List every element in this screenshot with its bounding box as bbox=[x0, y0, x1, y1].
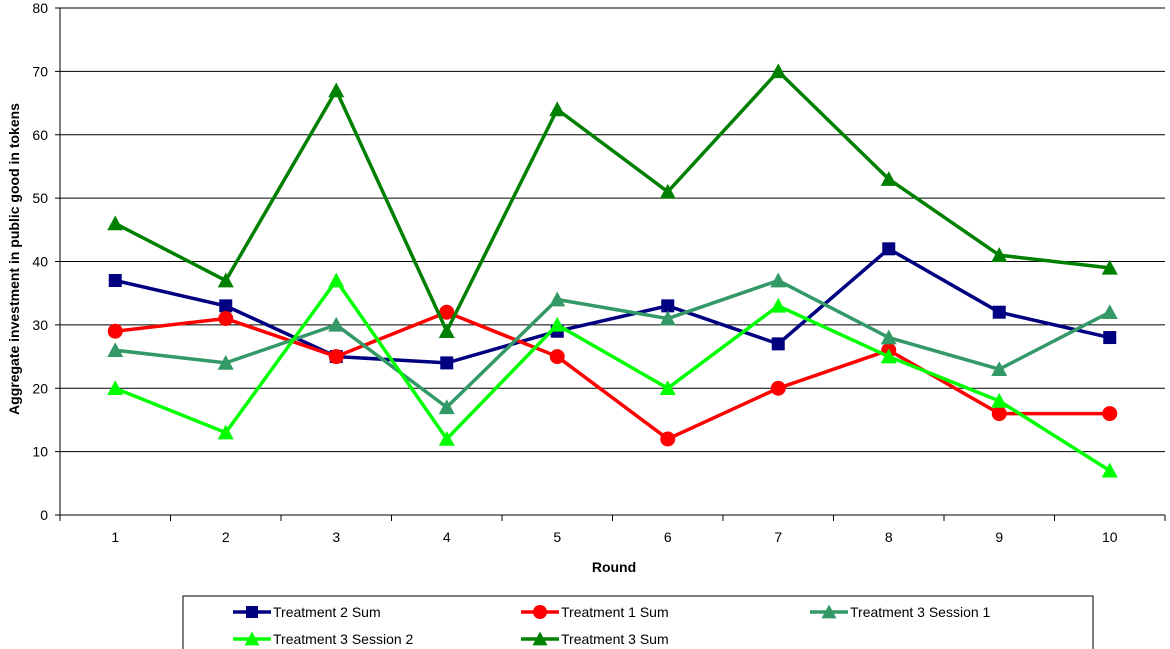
x-tick-label: 9 bbox=[995, 529, 1003, 545]
data-point bbox=[661, 299, 675, 313]
gridlines bbox=[60, 7, 1165, 453]
x-tick-label: 7 bbox=[774, 529, 782, 545]
data-point bbox=[1101, 462, 1118, 478]
data-point bbox=[991, 361, 1008, 377]
legend-frame bbox=[182, 595, 1094, 649]
x-tick-label: 6 bbox=[664, 529, 672, 545]
data-point bbox=[770, 63, 787, 79]
legend-label: Treatment 3 Session 2 bbox=[273, 631, 414, 647]
legend-item: Treatment 2 Sum bbox=[233, 604, 381, 620]
x-tick-label: 1 bbox=[111, 529, 119, 545]
data-point bbox=[439, 304, 455, 320]
data-point bbox=[107, 342, 124, 358]
data-point bbox=[770, 297, 787, 313]
x-tick-label: 5 bbox=[553, 529, 561, 545]
data-point bbox=[328, 316, 345, 332]
y-tick-label: 80 bbox=[32, 0, 48, 16]
series-5 bbox=[107, 63, 1118, 339]
data-point bbox=[107, 380, 124, 396]
data-point bbox=[659, 183, 676, 199]
data-point bbox=[107, 323, 123, 339]
x-axis-title: Round bbox=[592, 559, 636, 575]
data-point bbox=[549, 291, 566, 307]
legend-swatch-marker bbox=[533, 605, 547, 619]
y-tick-label: 70 bbox=[32, 63, 48, 79]
data-point bbox=[217, 424, 234, 440]
data-point bbox=[660, 431, 676, 447]
x-axis-ticks: 1 2 3 4 5 6 7 8 9 10 bbox=[59, 515, 1166, 545]
data-point bbox=[549, 316, 566, 332]
y-tick-label: 20 bbox=[32, 380, 48, 396]
data-point bbox=[770, 380, 786, 396]
data-point bbox=[770, 272, 787, 288]
data-point bbox=[1103, 331, 1117, 345]
data-point bbox=[217, 354, 234, 370]
y-tick-label: 50 bbox=[32, 190, 48, 206]
legend-label: Treatment 2 Sum bbox=[273, 604, 381, 620]
data-point bbox=[549, 349, 565, 365]
data-point bbox=[328, 82, 345, 98]
y-tick-label: 10 bbox=[32, 444, 48, 460]
legend-label: Treatment 3 Session 1 bbox=[850, 604, 991, 620]
series-2 bbox=[107, 304, 1118, 447]
y-axis-title: Aggregate investment in public good in t… bbox=[6, 103, 22, 415]
data-point bbox=[659, 310, 676, 326]
series-3 bbox=[107, 272, 1118, 415]
legend-item: Treatment 3 Session 2 bbox=[233, 631, 414, 647]
legend-item: Treatment 3 Sum bbox=[521, 631, 669, 647]
data-point bbox=[992, 305, 1006, 319]
x-tick-label: 3 bbox=[332, 529, 340, 545]
data-point bbox=[108, 274, 122, 288]
series-line bbox=[114, 246, 1111, 365]
data-point bbox=[107, 215, 124, 231]
data-point bbox=[880, 348, 897, 364]
series-line bbox=[114, 68, 1110, 336]
y-axis-ticks: 0 10 20 30 40 50 60 70 80 bbox=[32, 0, 60, 523]
data-point bbox=[659, 380, 676, 396]
series-line bbox=[115, 310, 1110, 441]
data-point bbox=[771, 337, 785, 351]
data-point bbox=[991, 406, 1007, 422]
legend: Treatment 2 Sum Treatment 1 Sum Treatment … bbox=[182, 595, 1094, 649]
data-point bbox=[991, 247, 1008, 262]
data-point bbox=[1102, 406, 1118, 422]
data-point bbox=[991, 392, 1008, 408]
legend-swatch-marker bbox=[246, 606, 258, 618]
data-point bbox=[219, 299, 233, 313]
y-tick-label: 0 bbox=[40, 507, 48, 523]
legend-item: Treatment 3 Session 1 bbox=[810, 604, 991, 620]
legend-label: Treatment 3 Sum bbox=[561, 631, 669, 647]
data-point bbox=[880, 171, 897, 186]
y-tick-label: 30 bbox=[32, 317, 48, 333]
data-point bbox=[438, 430, 455, 446]
data-point bbox=[328, 349, 344, 365]
y-tick-label: 60 bbox=[32, 127, 48, 143]
data-point bbox=[549, 101, 566, 117]
x-tick-label: 4 bbox=[443, 529, 451, 545]
x-tick-label: 8 bbox=[885, 529, 893, 545]
data-point bbox=[438, 399, 455, 415]
data-point bbox=[1101, 304, 1118, 319]
data-point bbox=[217, 272, 234, 288]
data-point bbox=[880, 329, 897, 345]
legend-item: Treatment 1 Sum bbox=[521, 604, 669, 620]
data-point bbox=[882, 242, 896, 256]
legend-label: Treatment 1 Sum bbox=[561, 604, 669, 620]
data-point bbox=[328, 272, 345, 288]
legend-swatch-marker bbox=[244, 631, 260, 646]
series-4 bbox=[107, 272, 1118, 478]
data-point bbox=[1101, 259, 1118, 275]
legend-swatch-marker bbox=[532, 631, 548, 646]
legend-swatch-marker bbox=[821, 604, 837, 619]
series-line bbox=[115, 278, 1111, 410]
x-tick-label: 10 bbox=[1102, 529, 1118, 545]
y-tick-label: 40 bbox=[32, 254, 48, 270]
series-line bbox=[114, 277, 1111, 473]
series-group bbox=[107, 63, 1118, 478]
data-point bbox=[218, 311, 234, 327]
x-tick-label: 2 bbox=[222, 529, 230, 545]
data-point bbox=[438, 323, 455, 339]
data-point bbox=[440, 356, 454, 370]
